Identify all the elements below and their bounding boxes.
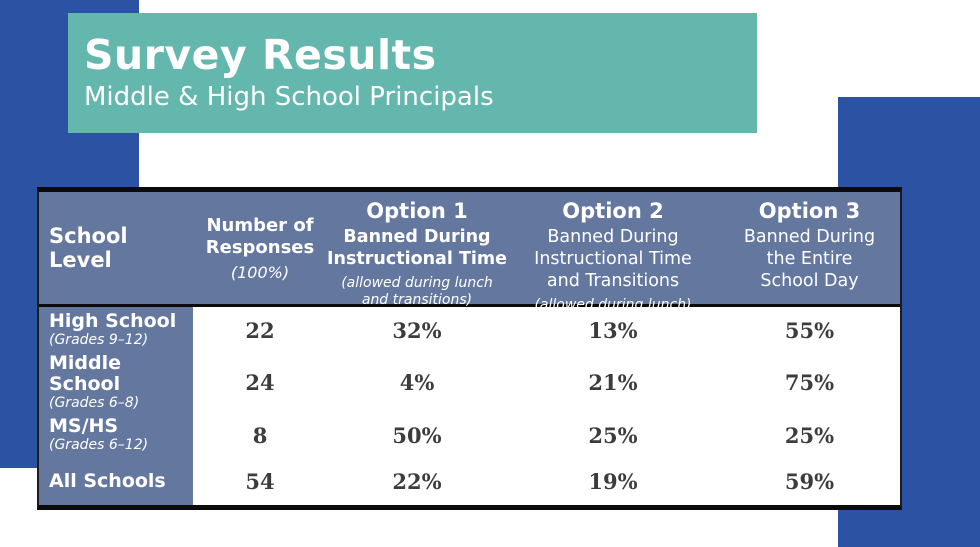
grades-note: (Grades 6–12) <box>49 437 149 454</box>
option3-value: 75% <box>784 370 835 396</box>
grades-note: (Grades 9–12) <box>49 332 149 349</box>
slide-subtitle: Middle & High School Principals <box>84 82 494 113</box>
school-name: Middle School <box>49 352 122 396</box>
column-header-option2: Option 2 Banned During Instructional Tim… <box>507 192 719 313</box>
column-header-school-level: School Level <box>39 192 193 304</box>
table-body: High School (Grades 9–12) 22 32% 13% 55%… <box>39 307 900 505</box>
option2-value: 25% <box>588 422 638 448</box>
option2-description: Banned During Instructional Time and Tra… <box>534 227 692 291</box>
responses-value: 24 <box>245 370 275 396</box>
option2-value: 19% <box>588 469 638 495</box>
option2-value: 13% <box>588 317 638 343</box>
responses-value: 8 <box>252 422 268 448</box>
option1-value: 22% <box>392 469 442 495</box>
option1-value: 32% <box>392 317 442 343</box>
option3-title: Option 3 <box>758 199 861 223</box>
option2-value: 21% <box>588 370 638 396</box>
option2-title: Option 2 <box>562 199 664 223</box>
title-banner: Survey Results Middle & High School Prin… <box>68 13 757 133</box>
row-label-cell: High School (Grades 9–12) <box>39 307 193 354</box>
results-table: School Level Number of Responses (100%) … <box>37 187 902 510</box>
option1-description: Banned During Instructional Time <box>327 227 507 270</box>
option1-title: Option 1 <box>366 199 468 223</box>
responses-header-label: Number of Responses <box>205 214 315 259</box>
option3-value: 55% <box>784 317 835 343</box>
table-row-ms-hs: MS/HS (Grades 6–12) 8 50% 25% 25% <box>39 412 900 459</box>
table-header-row: School Level Number of Responses (100%) … <box>39 192 900 313</box>
option1-value: 50% <box>392 422 442 448</box>
responses-value: 22 <box>245 317 275 343</box>
school-name: All Schools <box>49 470 166 493</box>
column-header-option1: Option 1 Banned During Instructional Tim… <box>327 192 507 308</box>
school-name: High School <box>49 310 177 333</box>
row-label-cell: All Schools <box>39 458 193 505</box>
grades-note: (Grades 6–8) <box>49 395 140 412</box>
responses-header-note: (100%) <box>230 262 290 282</box>
option3-value: 25% <box>784 422 835 448</box>
column-header-option3: Option 3 Banned During the Entire School… <box>719 192 900 304</box>
column-header-responses: Number of Responses (100%) <box>193 192 327 304</box>
table-row-all-schools: All Schools 54 22% 19% 59% <box>39 458 900 505</box>
slide-title: Survey Results <box>84 31 437 80</box>
school-level-header-label: School Level <box>49 224 128 272</box>
table-row-middle-school: Middle School (Grades 6–8) 24 4% 21% 75% <box>39 352 900 413</box>
table-row-high-school: High School (Grades 9–12) 22 32% 13% 55% <box>39 307 900 354</box>
row-label-cell: Middle School (Grades 6–8) <box>39 352 193 413</box>
responses-value: 54 <box>245 469 275 495</box>
option1-note: (allowed during lunch and transitions) <box>341 274 493 308</box>
option1-value: 4% <box>399 370 435 396</box>
school-name: MS/HS <box>49 415 119 438</box>
row-label-cell: MS/HS (Grades 6–12) <box>39 412 193 459</box>
option3-value: 59% <box>784 469 835 495</box>
option3-description: Banned During the Entire School Day <box>743 227 876 291</box>
